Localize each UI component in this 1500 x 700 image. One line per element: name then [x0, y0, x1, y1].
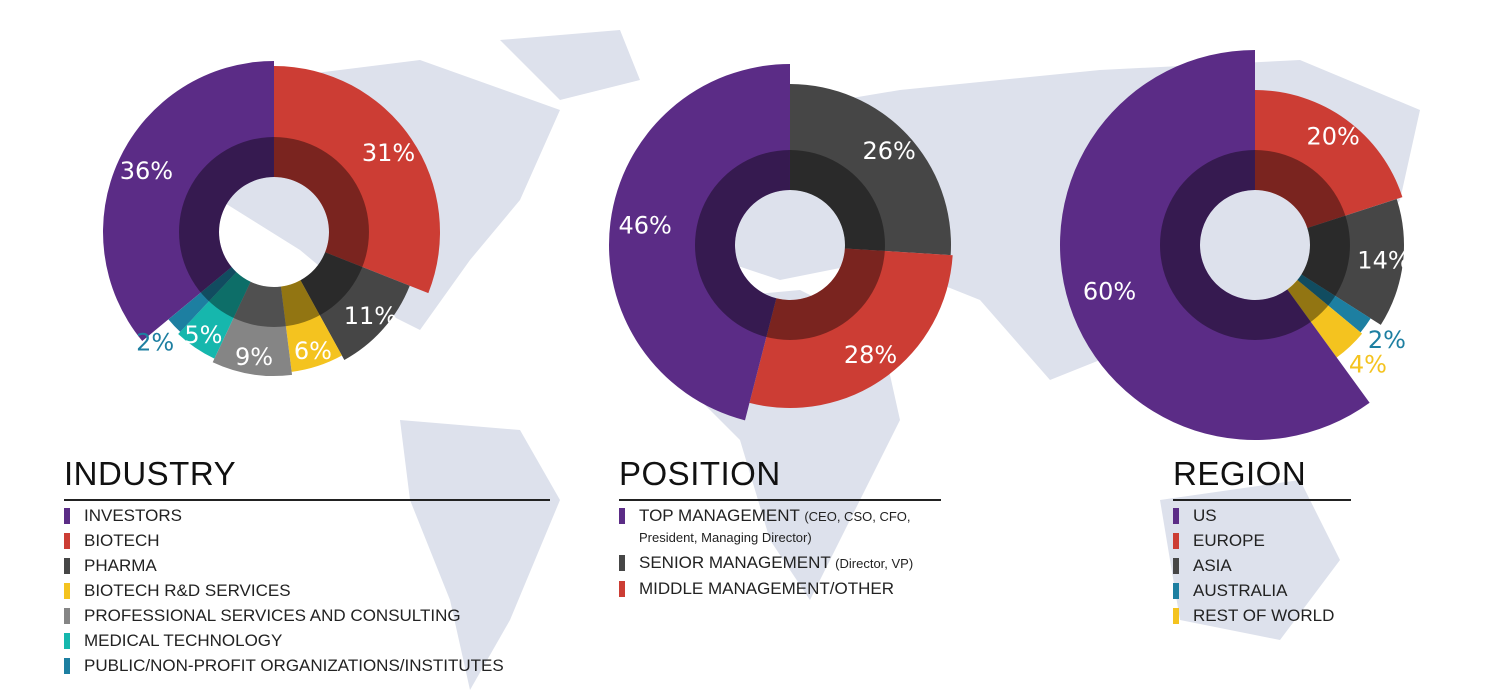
pie-slice	[1301, 198, 1404, 325]
legend-item: AUSTRALIA	[1173, 581, 1351, 601]
legend-swatch	[64, 658, 70, 674]
legend-item: SENIOR MANAGEMENT (Director, VP)	[619, 553, 941, 574]
value-label: 36%	[120, 157, 173, 185]
value-label: 31%	[362, 139, 415, 167]
value-label: 28%	[844, 341, 897, 369]
pie-slice	[280, 280, 342, 372]
value-label: 2%	[1368, 326, 1406, 354]
value-label: 6%	[294, 337, 332, 365]
legend-label: PROFESSIONAL SERVICES AND CONSULTING	[84, 606, 461, 625]
legend-swatch	[64, 633, 70, 649]
legend-label: US	[1193, 506, 1217, 525]
legend-swatch	[619, 581, 625, 597]
legend-label: EUROPE	[1193, 531, 1265, 550]
legend-swatch	[64, 508, 70, 524]
legend: REGION US EUROPE ASIA AUSTRALIA REST OF WORLD	[1173, 455, 1351, 626]
legend-item: REST OF WORLD	[1173, 606, 1351, 626]
legend-label: PUBLIC/NON-PROFIT ORGANIZATIONS/INSTITUT…	[84, 656, 504, 675]
value-label: 11%	[344, 302, 397, 330]
value-label: 26%	[862, 137, 915, 165]
legend-item: MEDICAL TECHNOLOGY	[64, 631, 550, 651]
legend-swatch	[64, 583, 70, 599]
pie-slice	[1255, 90, 1403, 229]
legend-item: ASIA	[1173, 556, 1351, 576]
legend-swatch	[64, 533, 70, 549]
value-label: 2%	[136, 329, 174, 357]
legend-item: US	[1173, 506, 1351, 526]
value-label: 46%	[618, 212, 671, 240]
pie-slice	[102, 61, 274, 341]
value-label: 9%	[235, 343, 273, 371]
pie-slice	[212, 281, 293, 376]
legend-label: AUSTRALIA	[1193, 581, 1288, 600]
value-label: 20%	[1307, 122, 1360, 150]
legend-item: BIOTECH R&D SERVICES	[64, 581, 550, 601]
legend-item: EUROPE	[1173, 531, 1351, 551]
legend-detail: (CEO, CSO, CFO, President, Managing Dire…	[639, 509, 911, 545]
legend-item: BIOTECH	[64, 531, 550, 551]
pie-slice	[1287, 280, 1363, 358]
legend-label: BIOTECH	[84, 531, 160, 550]
legend-label: SENIOR MANAGEMENT	[639, 553, 831, 572]
pie-slice	[168, 267, 237, 332]
legend-item: INVESTORS	[64, 506, 550, 526]
legend-swatch	[1173, 583, 1179, 599]
pie: 20% 14% 2%4% 60%	[1060, 50, 1411, 440]
legend-swatch	[64, 558, 70, 574]
legend-item: MIDDLE MANAGEMENT/OTHER	[619, 579, 941, 599]
pie: 26% 28% 46%	[609, 64, 953, 421]
value-label: 4%	[1349, 350, 1387, 378]
pie-slice	[749, 248, 953, 408]
legend-title: INDUSTRY	[64, 455, 550, 501]
legend-title: POSITION	[619, 455, 941, 501]
pie-slice	[790, 84, 951, 256]
pie-slice	[1297, 274, 1371, 333]
legend: POSITION TOP MANAGEMENT (CEO, CSO, CFO, P…	[619, 455, 941, 599]
legend-item: PROFESSIONAL SERVICES AND CONSULTING	[64, 606, 550, 626]
legend-swatch	[1173, 608, 1179, 624]
legend-item: TOP MANAGEMENT (CEO, CSO, CFO, President…	[619, 506, 941, 548]
inner-ring	[694, 150, 885, 341]
legend-detail: (Director, VP)	[835, 556, 914, 571]
legend-swatch	[64, 608, 70, 624]
legend-label: ASIA	[1193, 556, 1232, 575]
legend-label: MIDDLE MANAGEMENT/OTHER	[639, 579, 895, 598]
legend-item: PUBLIC/NON-PROFIT ORGANIZATIONS/INSTITUT…	[64, 656, 550, 676]
legend-label: REST OF WORLD	[1193, 606, 1335, 625]
legend-label: BIOTECH R&D SERVICES	[84, 581, 291, 600]
pie-slice	[274, 66, 440, 294]
pie-slice	[1060, 50, 1370, 440]
legend-item: PHARMA	[64, 556, 550, 576]
legend-swatch	[1173, 558, 1179, 574]
value-label: 60%	[1083, 277, 1136, 305]
legend-title: REGION	[1173, 455, 1351, 501]
legend-swatch	[619, 508, 625, 524]
legend-label: INVESTORS	[84, 506, 182, 525]
legend: INDUSTRY INVESTORS BIOTECH PHARMA BIOTECH R&…	[64, 455, 550, 676]
legend-label: TOP MANAGEMENT	[639, 506, 800, 525]
value-label: 14%	[1357, 246, 1410, 274]
legend-swatch	[619, 555, 625, 571]
pie-slice	[609, 64, 790, 421]
pie-slice	[178, 272, 251, 359]
pie: 31% 11% 6% 9% 5% 2% 36%	[102, 61, 440, 376]
legend-swatch	[1173, 533, 1179, 549]
pie-slice	[300, 252, 410, 360]
legend-label: MEDICAL TECHNOLOGY	[84, 631, 283, 650]
value-label: 5%	[184, 321, 222, 349]
inner-ring	[1159, 150, 1350, 340]
legend-label: PHARMA	[84, 556, 157, 575]
inner-ring	[178, 137, 369, 327]
legend-swatch	[1173, 508, 1179, 524]
